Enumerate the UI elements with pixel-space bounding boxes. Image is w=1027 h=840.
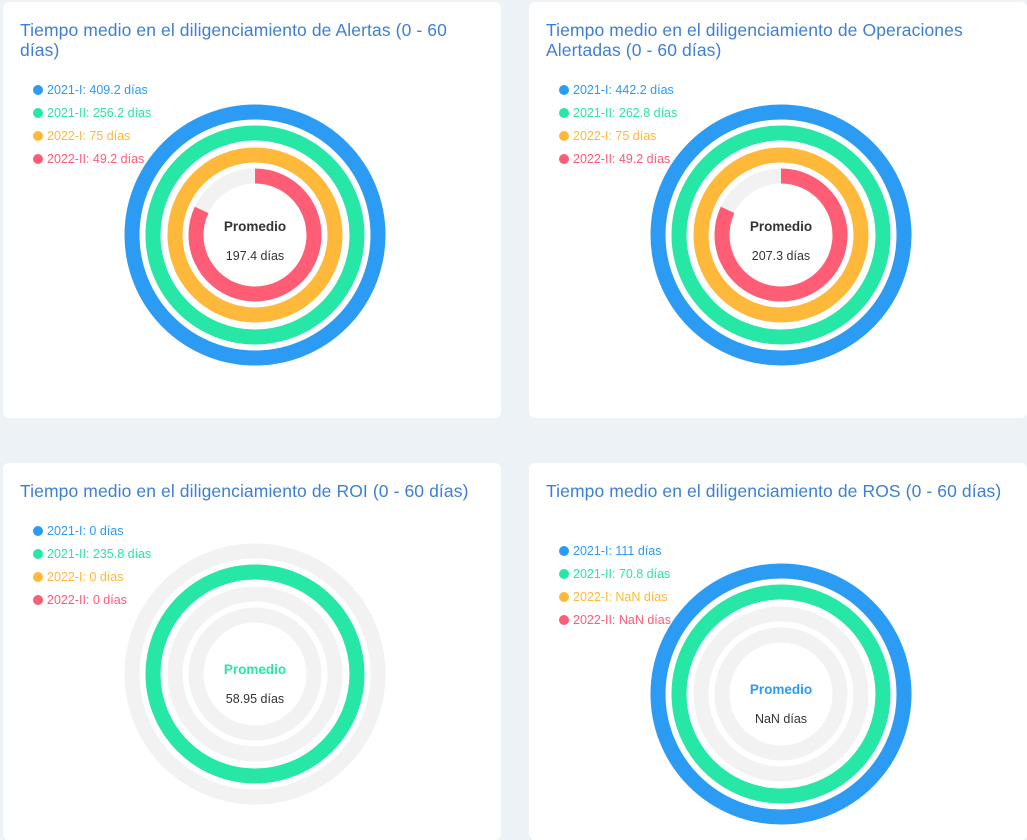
radial-bar-2022-I[interactable]	[693, 147, 869, 323]
legend-item[interactable]: 2021-II: 70.8 días	[559, 562, 671, 585]
chart-legend: 2021-I: 111 días 2021-II: 70.8 días 2022-I…	[559, 539, 671, 631]
legend-item[interactable]: 2021-I: 0 días	[33, 519, 151, 542]
legend-marker	[33, 594, 43, 605]
legend-item[interactable]: 2021-I: 409.2 días	[33, 78, 151, 101]
legend-marker	[559, 568, 569, 579]
center-label: Promedio	[750, 219, 812, 234]
legend-marker	[33, 525, 43, 536]
radial-bar-2022-I[interactable]	[167, 147, 343, 323]
legend-marker	[33, 130, 43, 141]
radial-bar-2021-II[interactable]	[145, 125, 365, 345]
legend-label: 2022-II: 49.2 días	[573, 151, 671, 166]
ring-track	[693, 606, 869, 782]
ring-track	[714, 627, 848, 761]
chart-title: Tiempo medio en el diligenciamiento de A…	[20, 20, 447, 60]
chart-legend: 2021-I: 442.2 días 2021-II: 262.8 días 202…	[559, 78, 677, 170]
legend-marker	[559, 545, 569, 556]
center-label: Promedio	[224, 219, 286, 234]
legend-item[interactable]: 2022-I: NaN días	[559, 585, 671, 608]
legend-label: 2021-II: 256.2 días	[47, 105, 152, 120]
center-label: Promedio	[750, 682, 812, 697]
legend-item[interactable]: 2021-I: 442.2 días	[559, 78, 677, 101]
legend-item[interactable]: 2022-I: 0 días	[33, 565, 151, 588]
radial-bar-chart: Promedio 207.3 días	[650, 104, 912, 366]
legend-marker	[33, 107, 43, 118]
legend-item[interactable]: 2021-II: 235.8 días	[33, 542, 151, 565]
chart-title: Tiempo medio en el diligenciamiento de O…	[546, 20, 963, 60]
radial-bar-2021-I[interactable]	[650, 563, 912, 825]
radial-bar-2021-II[interactable]	[671, 584, 891, 804]
chart-legend: 2021-I: 0 días 2021-II: 235.8 días 2022-I:…	[33, 519, 151, 611]
legend-item[interactable]: 2022-I: 75 días	[33, 124, 151, 147]
legend-label: 2021-II: 70.8 días	[573, 566, 671, 581]
radial-bar-2021-I[interactable]	[650, 104, 912, 366]
legend-label: 2021-I: 409.2 días	[47, 82, 148, 97]
radial-bar-2021-II[interactable]	[145, 564, 365, 784]
legend-item[interactable]: 2022-II: 0 días	[33, 588, 151, 611]
legend-marker	[559, 153, 569, 164]
operaciones-alertadas-chart-card: Tiempo medio en el diligenciamiento de O…	[529, 2, 1027, 418]
legend-marker	[559, 614, 569, 625]
legend-label: 2021-I: 0 días	[47, 523, 124, 538]
legend-item[interactable]: 2021-II: 262.8 días	[559, 101, 677, 124]
legend-item[interactable]: 2022-I: 75 días	[559, 124, 677, 147]
radial-bar-2022-II[interactable]	[714, 168, 848, 302]
alertas-chart-card: Tiempo medio en el diligenciamiento de A…	[3, 2, 501, 418]
ros-chart-card: Tiempo medio en el diligenciamiento de R…	[529, 463, 1027, 840]
legend-label: 2021-I: 442.2 días	[573, 82, 674, 97]
legend-item[interactable]: 2022-II: 49.2 días	[33, 147, 151, 170]
center-label: Promedio	[224, 662, 286, 677]
legend-label: 2022-I: 75 días	[47, 128, 131, 143]
legend-marker	[559, 591, 569, 602]
chart-title: Tiempo medio en el diligenciamiento de R…	[546, 481, 1002, 501]
legend-item[interactable]: 2022-II: NaN días	[559, 608, 671, 631]
chart-legend: 2021-I: 409.2 días 2021-II: 256.2 días 202…	[33, 78, 151, 170]
legend-marker	[33, 84, 43, 95]
radial-bar-2021-II[interactable]	[671, 125, 891, 345]
legend-marker	[559, 107, 569, 118]
legend-label: 2021-II: 235.8 días	[47, 546, 152, 561]
center-value: 197.4 días	[226, 249, 284, 263]
legend-label: 2022-I: 75 días	[573, 128, 657, 143]
legend-label: 2022-I: 0 días	[47, 569, 124, 584]
legend-marker	[559, 130, 569, 141]
legend-label: 2022-II: 49.2 días	[47, 151, 145, 166]
ring-track	[167, 586, 343, 762]
ring-track	[188, 607, 322, 741]
legend-marker	[33, 153, 43, 164]
radial-bar-2021-I[interactable]	[124, 104, 386, 366]
chart-title: Tiempo medio en el diligenciamiento de R…	[20, 481, 469, 501]
legend-label: 2021-II: 262.8 días	[573, 105, 678, 120]
legend-item[interactable]: 2021-I: 111 días	[559, 539, 671, 562]
radial-bar-chart: Promedio 58.95 días	[124, 543, 386, 805]
legend-label: 2022-II: NaN días	[573, 612, 671, 627]
legend-item[interactable]: 2021-II: 256.2 días	[33, 101, 151, 124]
center-value: NaN días	[755, 712, 807, 726]
center-value: 58.95 días	[226, 692, 284, 706]
legend-marker	[33, 548, 43, 559]
legend-marker	[559, 84, 569, 95]
center-value: 207.3 días	[752, 249, 810, 263]
legend-item[interactable]: 2022-II: 49.2 días	[559, 147, 677, 170]
radial-bar-chart: Promedio NaN días	[650, 563, 912, 825]
legend-label: 2022-II: 0 días	[47, 592, 127, 607]
roi-chart-card: Tiempo medio en el diligenciamiento de R…	[3, 463, 501, 840]
legend-label: 2021-I: 111 días	[573, 543, 662, 558]
radial-bar-2022-II[interactable]	[188, 168, 322, 302]
ring-track	[124, 543, 386, 805]
radial-bar-chart: Promedio 197.4 días	[124, 104, 386, 366]
legend-marker	[33, 571, 43, 582]
legend-label: 2022-I: NaN días	[573, 589, 668, 604]
